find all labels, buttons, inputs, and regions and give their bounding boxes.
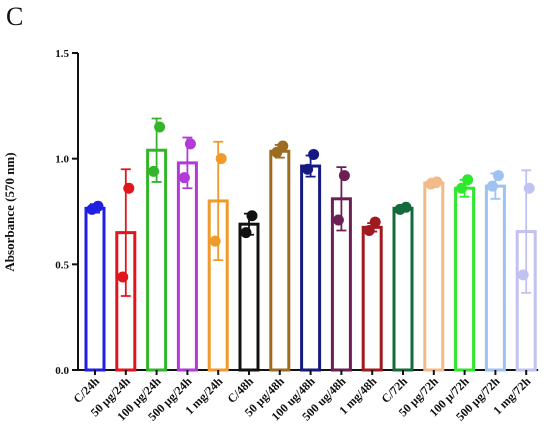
bar-group xyxy=(115,168,137,372)
data-point xyxy=(246,210,258,222)
y-tick-label: 1.5 xyxy=(55,48,69,60)
bar xyxy=(84,206,106,372)
y-tick-label: 0.5 xyxy=(55,259,69,271)
bar xyxy=(238,222,260,372)
data-point xyxy=(308,148,320,160)
bar-group xyxy=(361,216,383,372)
data-point xyxy=(123,182,135,194)
bar-group xyxy=(207,140,229,372)
bar-group xyxy=(146,117,168,372)
data-point xyxy=(462,174,474,186)
bar xyxy=(361,225,383,372)
data-point xyxy=(148,165,160,177)
bar xyxy=(176,161,198,372)
data-point xyxy=(523,182,535,194)
data-point xyxy=(431,176,443,188)
data-point xyxy=(302,163,314,175)
bar-group xyxy=(330,166,352,372)
bar xyxy=(392,206,414,372)
data-point xyxy=(332,214,344,226)
bar-group xyxy=(269,140,291,372)
bar-group xyxy=(300,148,322,372)
bar-group xyxy=(392,201,414,372)
y-axis-title: Absorbance (570 nm) xyxy=(2,152,17,271)
bar-group xyxy=(176,136,198,372)
bar-group xyxy=(423,176,445,372)
y-tick-label: 1.0 xyxy=(55,154,69,166)
data-point xyxy=(277,140,289,152)
bar xyxy=(484,184,506,372)
bar-group xyxy=(515,169,537,372)
data-point xyxy=(117,271,129,283)
data-point xyxy=(517,269,529,281)
bar-group xyxy=(84,200,106,372)
data-point xyxy=(92,200,104,212)
bar xyxy=(146,148,168,372)
bar-group xyxy=(484,170,506,372)
bar xyxy=(454,186,476,372)
data-point xyxy=(154,121,166,133)
y-tick-label: 0.0 xyxy=(55,365,69,377)
data-point xyxy=(240,227,252,239)
panel-label: C xyxy=(6,2,24,31)
bars xyxy=(84,117,537,372)
data-point xyxy=(209,235,221,247)
data-point xyxy=(492,170,504,182)
y-ticks: 0.0 0.5 1.0 1.5 xyxy=(55,48,78,377)
bar-group xyxy=(454,174,476,372)
data-point xyxy=(184,138,196,150)
data-point xyxy=(338,170,350,182)
data-point xyxy=(215,153,227,165)
bar xyxy=(300,164,322,372)
data-point xyxy=(369,216,381,228)
bar xyxy=(423,181,445,372)
data-point xyxy=(363,225,375,237)
data-point xyxy=(400,201,412,213)
data-point xyxy=(178,172,190,184)
bar-group xyxy=(238,210,260,372)
data-point xyxy=(456,182,468,194)
bar xyxy=(269,149,291,372)
data-point xyxy=(486,180,498,192)
